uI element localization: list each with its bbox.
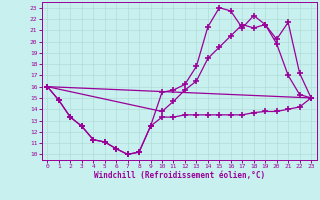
X-axis label: Windchill (Refroidissement éolien,°C): Windchill (Refroidissement éolien,°C) — [94, 171, 265, 180]
